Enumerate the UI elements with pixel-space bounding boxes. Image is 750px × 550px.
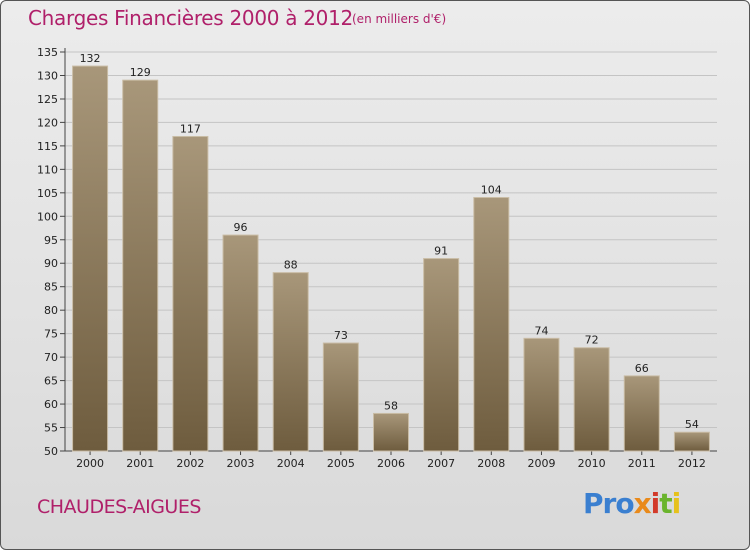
chart-unit: (en milliers d'€) [352, 12, 447, 26]
logo-part: x [633, 487, 652, 520]
logo-part: i [671, 487, 682, 520]
x-tick-label: 2006 [377, 457, 405, 470]
logo-part: Pro [583, 487, 635, 520]
y-tick-label: 125 [37, 93, 58, 106]
y-tick-label: 80 [44, 304, 58, 317]
y-tick-label: 100 [37, 210, 58, 223]
x-tick-label: 2000 [76, 457, 104, 470]
x-tick-label: 2012 [678, 457, 706, 470]
x-tick-label: 2008 [477, 457, 505, 470]
y-tick-label: 95 [44, 234, 58, 247]
y-tick-label: 60 [44, 398, 58, 411]
bar [523, 337, 560, 452]
bar [122, 79, 159, 452]
y-tick-label: 50 [44, 445, 58, 458]
bar-value-label: 88 [284, 259, 298, 272]
y-tick-label: 130 [37, 69, 58, 82]
y-tick-label: 90 [44, 257, 58, 270]
bars [72, 65, 710, 452]
y-tick-label: 70 [44, 351, 58, 364]
y-tick-label: 85 [44, 281, 58, 294]
bar-value-label: 117 [180, 122, 201, 135]
x-tick-label: 2004 [277, 457, 305, 470]
y-tick-label: 105 [37, 187, 58, 200]
x-tick-label: 2010 [578, 457, 606, 470]
bar [222, 234, 259, 452]
bar [172, 135, 209, 452]
bar [322, 342, 359, 452]
x-tick-label: 2005 [327, 457, 355, 470]
commune-name: CHAUDES-AIGUES [37, 496, 201, 518]
x-tick-label: 2003 [227, 457, 255, 470]
bar-value-label: 66 [635, 362, 649, 375]
bar [473, 197, 510, 452]
bar-value-label: 129 [130, 66, 151, 79]
bar-value-label: 58 [384, 399, 398, 412]
x-tick-label: 2011 [628, 457, 656, 470]
bar-value-label: 54 [685, 418, 699, 431]
y-tick-label: 110 [37, 163, 58, 176]
y-tick-label: 135 [37, 46, 58, 59]
chart-title: Charges Financières 2000 à 2012 [28, 6, 353, 30]
bar [573, 347, 610, 452]
bar-value-label: 73 [334, 329, 348, 342]
bar [423, 258, 460, 452]
x-tick-label: 2009 [527, 457, 555, 470]
y-tick-label: 120 [37, 116, 58, 129]
bar [272, 272, 309, 452]
grid-lines [65, 51, 717, 452]
proxiti-logo: Proxiti [583, 487, 682, 520]
bar [673, 431, 710, 452]
y-tick-label: 115 [37, 140, 58, 153]
bar-value-label: 132 [80, 52, 101, 65]
bar [72, 65, 109, 452]
y-tick-label: 55 [44, 422, 58, 435]
y-tick-label: 75 [44, 328, 58, 341]
y-tick-label: 65 [44, 375, 58, 388]
labels: 50 55 60 65 70 75 80 85 90 95 100 105 110 115 120 125 13… [37, 46, 706, 470]
logo-part: i [650, 487, 661, 520]
x-tick-label: 2001 [126, 457, 154, 470]
bar-value-label: 74 [534, 324, 548, 337]
logo-part: t [659, 487, 672, 520]
bar-value-label: 104 [481, 184, 502, 197]
bar-value-label: 72 [585, 334, 599, 347]
x-tick-label: 2007 [427, 457, 455, 470]
bar [373, 412, 409, 452]
x-tick-label: 2002 [176, 457, 204, 470]
bar [623, 375, 660, 452]
bar-value-label: 96 [234, 221, 248, 234]
axes [60, 48, 717, 455]
bar-value-label: 91 [434, 245, 448, 258]
